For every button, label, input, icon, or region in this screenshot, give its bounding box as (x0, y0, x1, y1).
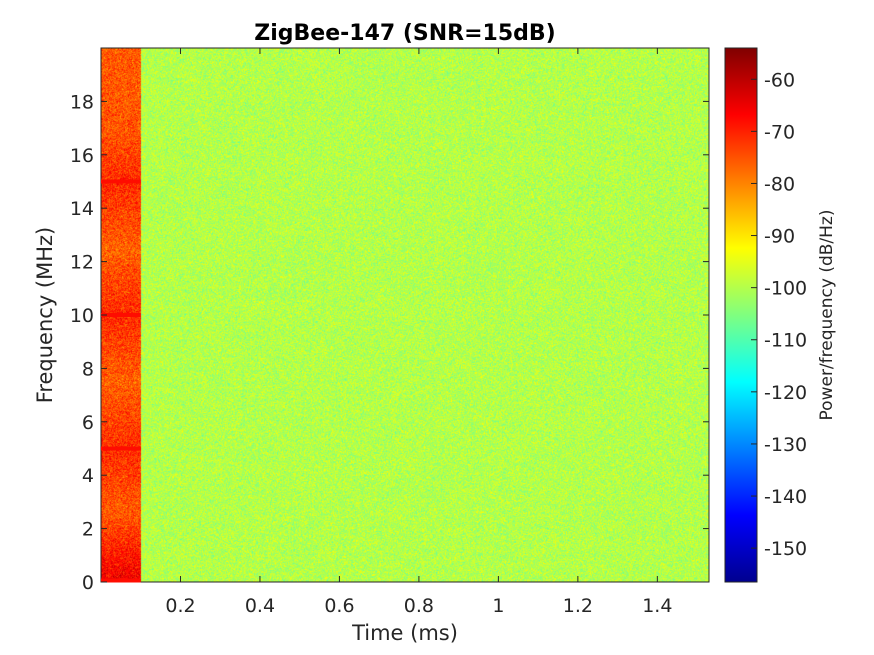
colorbar-tick-label: -60 (764, 69, 795, 91)
x-tick-label: 0.8 (404, 595, 434, 617)
x-tick-label: 0.6 (324, 595, 354, 617)
colorbar-label: Power/frequency (dB/Hz) (817, 210, 837, 421)
y-tick-label: 12 (70, 252, 94, 274)
chart-title: ZigBee-147 (SNR=15dB) (254, 21, 555, 46)
y-tick-label: 10 (70, 305, 94, 327)
colorbar-tick-label: -110 (764, 330, 807, 352)
y-tick-label: 6 (82, 412, 94, 434)
spectrogram-heatmap (101, 48, 709, 582)
y-axis-ticks: 0 2 4 6 8 10 12 14 16 18 (70, 91, 709, 594)
x-tick-label: 0.2 (165, 595, 195, 617)
x-axis-label: Time (ms) (351, 621, 458, 645)
colorbar-ticks: -60 -70 -80 -90 -100 -110 -120 -130 -140 -150 (751, 69, 807, 560)
colorbar-frame (724, 47, 758, 583)
x-tick-label: 1 (492, 595, 504, 617)
y-tick-label: 16 (70, 145, 94, 167)
colorbar-tick-label: -130 (764, 434, 807, 456)
y-tick-label: 14 (70, 198, 94, 220)
colorbar-tick-label: -120 (764, 382, 807, 404)
colorbar-tick-label: -150 (764, 538, 807, 560)
colorbar-tick-label: -100 (764, 278, 807, 300)
x-tick-label: 1.2 (563, 595, 593, 617)
colorbar-tick-label: -140 (764, 486, 807, 508)
y-tick-label: 0 (82, 572, 94, 594)
y-tick-label: 8 (82, 358, 94, 380)
tone-lines (101, 179, 141, 583)
x-tick-label: 0.4 (245, 595, 275, 617)
x-axis-ticks: 0.2 0.4 0.6 0.8 1 1.2 1.4 (165, 48, 672, 617)
colorbar-tick-label: -80 (764, 173, 795, 195)
y-tick-label: 2 (82, 519, 94, 541)
colorbar-tick-label: -70 (764, 121, 795, 143)
y-tick-label: 4 (82, 465, 94, 487)
x-tick-label: 1.4 (642, 595, 672, 617)
y-tick-label: 18 (70, 91, 94, 113)
y-axis-label: Frequency (MHz) (33, 227, 57, 403)
colorbar-tick-label: -90 (764, 226, 795, 248)
colorbar-gradient (725, 48, 757, 582)
plot-area (100, 47, 710, 583)
colorbar (724, 47, 758, 583)
